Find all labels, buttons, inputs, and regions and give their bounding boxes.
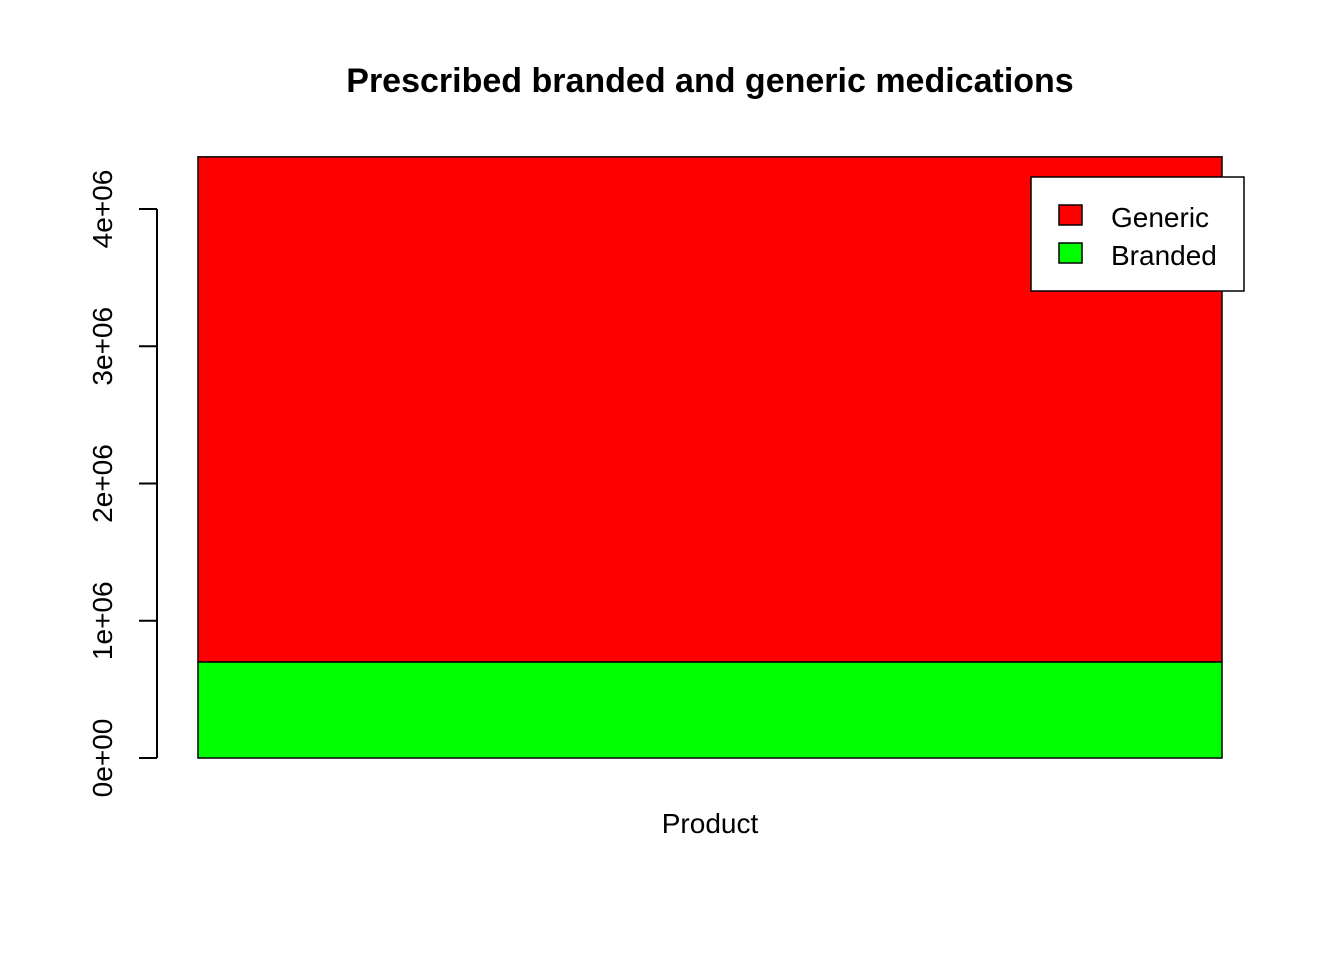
- legend-label-generic: Generic: [1111, 202, 1209, 233]
- legend-swatch-branded: [1058, 242, 1083, 264]
- bar-segment-branded: [197, 661, 1223, 759]
- y-tick-label: 3e+06: [87, 307, 118, 386]
- y-tick-label: 2e+06: [87, 444, 118, 523]
- legend-box: [1030, 176, 1245, 292]
- chart-title: Prescribed branded and generic medicatio…: [346, 62, 1073, 100]
- y-tick-label: 1e+06: [87, 581, 118, 660]
- y-tick-label: 0e+00: [87, 719, 118, 798]
- legend: Generic Branded: [1030, 176, 1245, 292]
- legend-label-branded: Branded: [1111, 240, 1217, 271]
- y-tick-label: 4e+06: [87, 170, 118, 249]
- y-axis: 0e+00 1e+06 2e+06 3e+06 4e+06: [87, 170, 158, 798]
- legend-swatch-generic: [1058, 204, 1083, 226]
- x-category-label: Product: [662, 808, 759, 839]
